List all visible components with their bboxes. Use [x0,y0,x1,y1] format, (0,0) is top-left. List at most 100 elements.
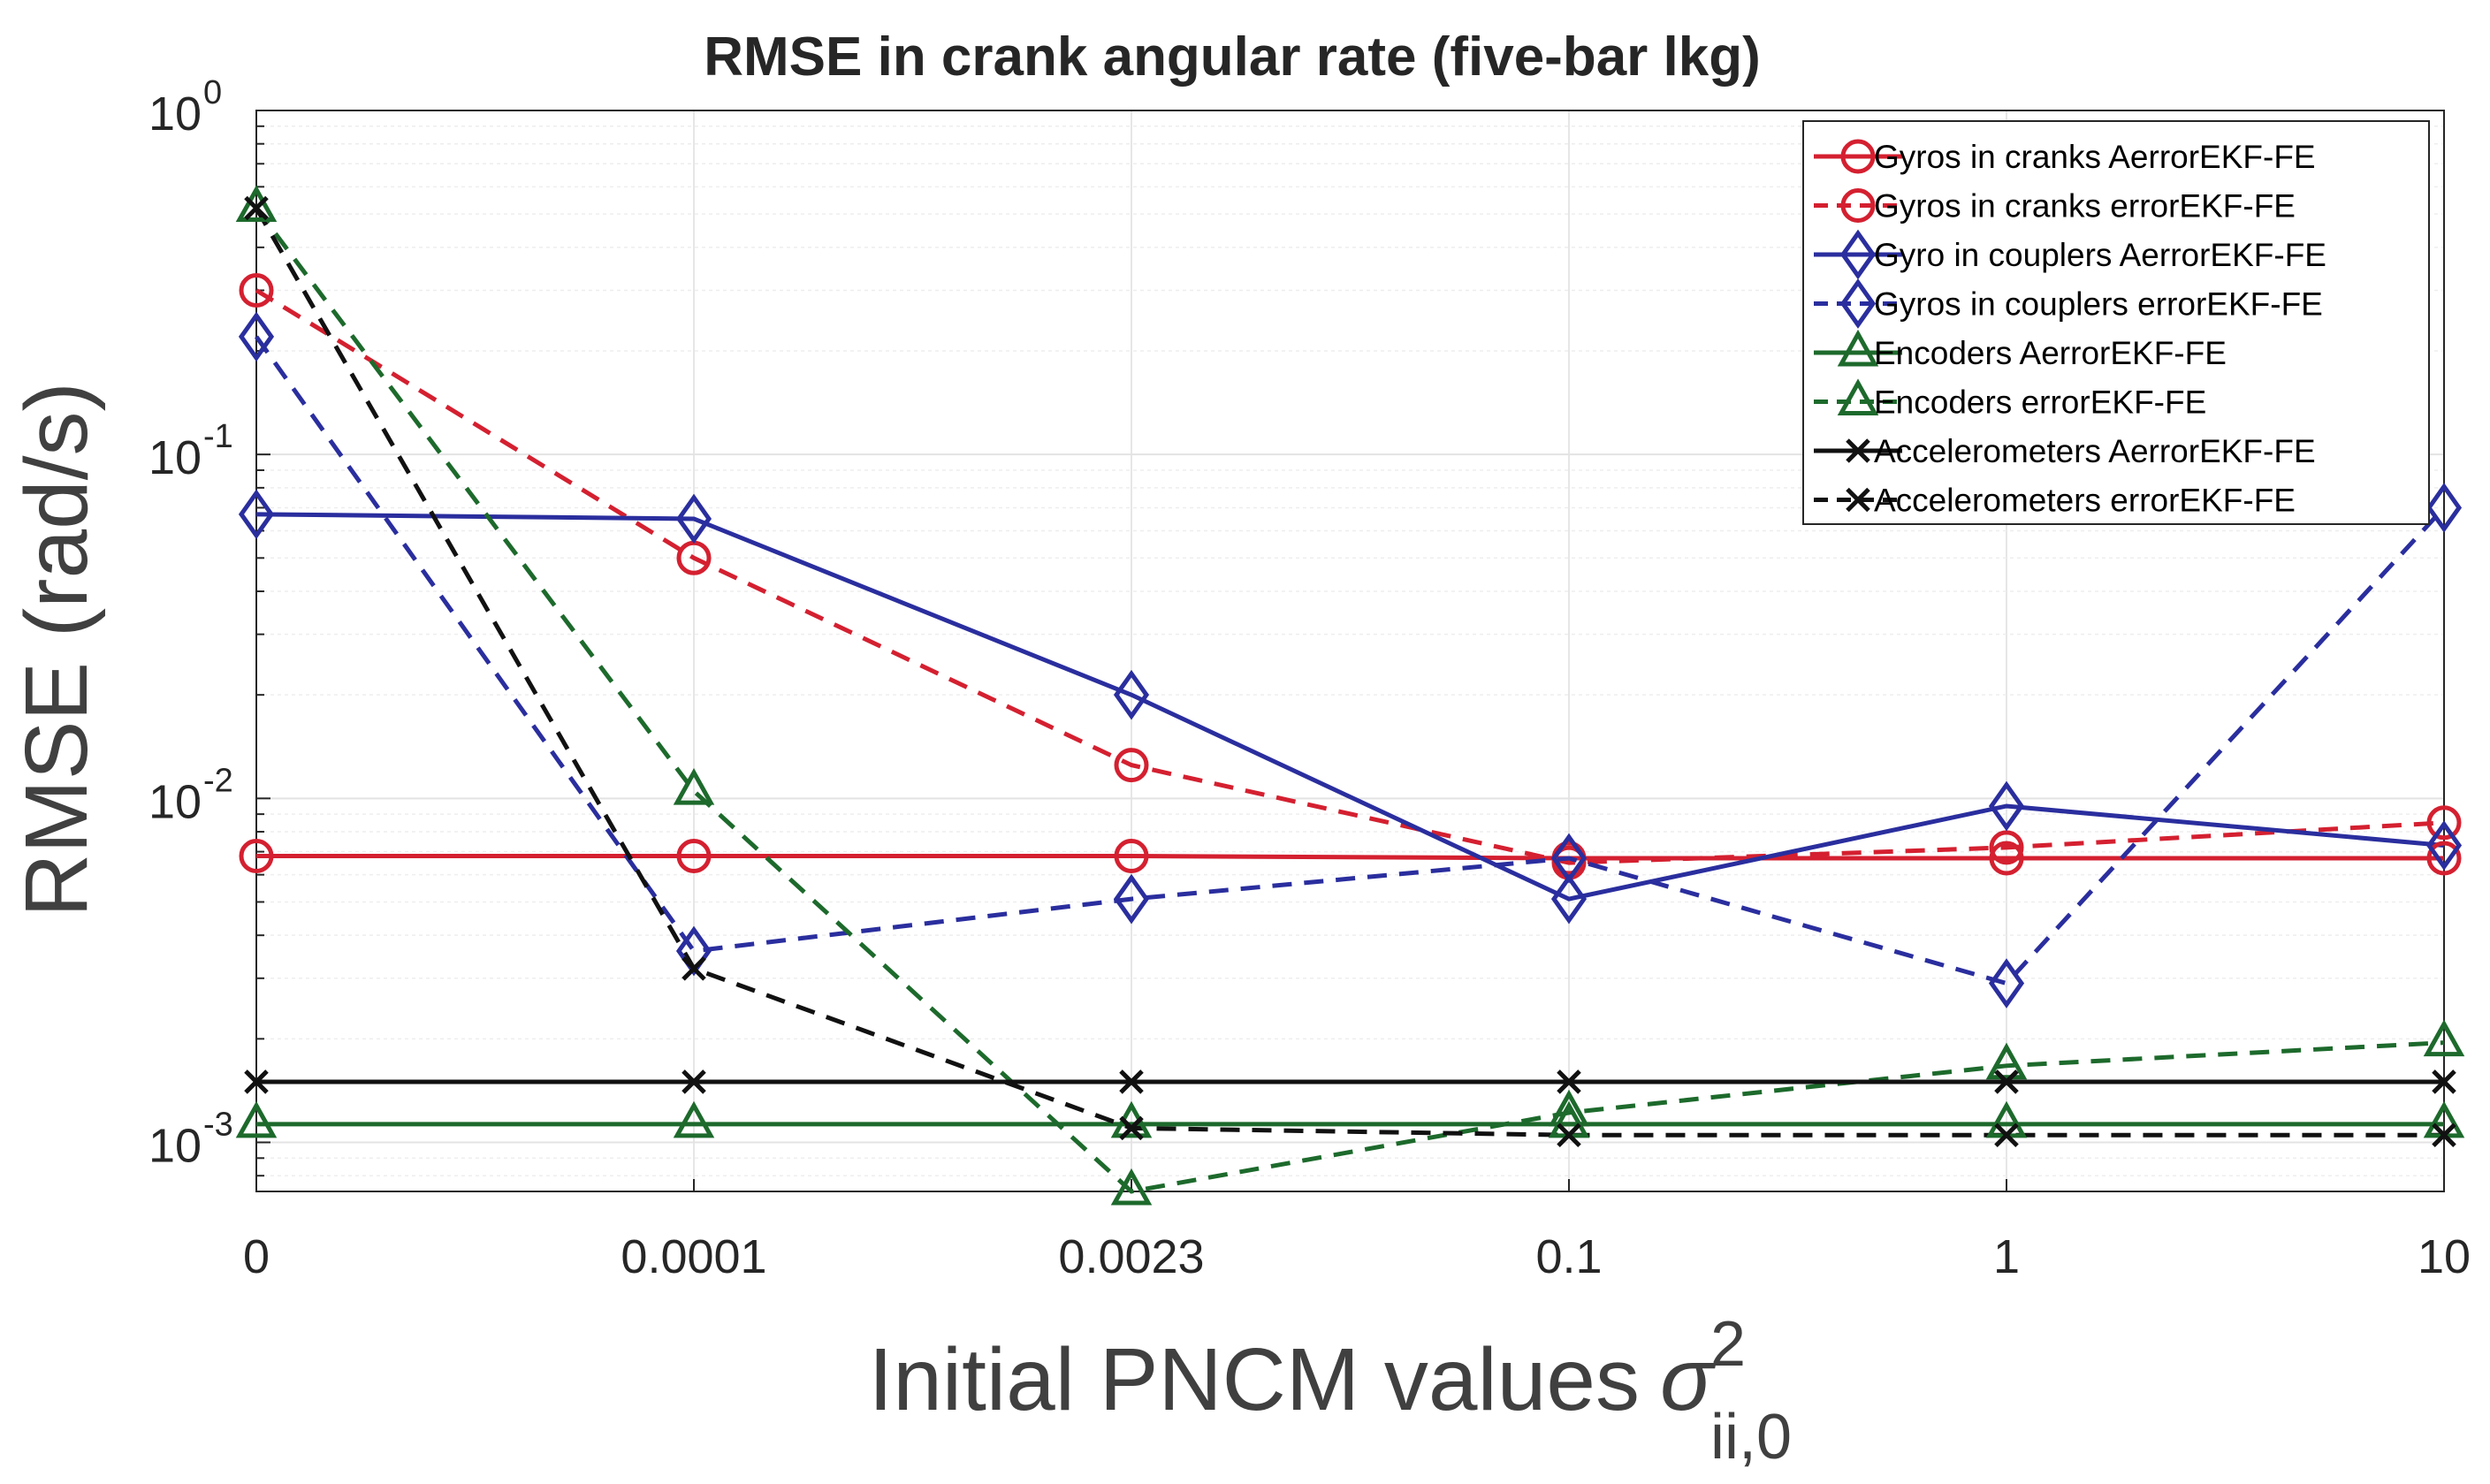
data-point [682,956,706,981]
data-point [235,185,278,223]
x-tick-labels: 0 0.0001 0.0023 0.1 1 10 [243,1230,2471,1283]
legend-label: Gyro in couplers AerrorEKF-FE [1874,237,2326,273]
legend-entry: Encoders AerrorEKF-FE [1814,329,2227,371]
y-tick-base: 10 [148,88,202,141]
data-point [235,1100,278,1138]
x-axis-label-subscript: ii,0 [1710,1402,1792,1473]
y-tick-exponent: -2 [203,762,233,799]
legend-marker [1846,487,1870,513]
y-tick-base: 10 [148,431,202,484]
data-point [238,311,275,362]
legend-marker [1846,438,1870,463]
data-point [676,839,712,874]
series-line-1 [256,854,2444,861]
data-point [1994,1069,2019,1094]
x-tick-label: 1 [1993,1230,2020,1283]
data-point [1557,1069,1581,1094]
legend-entry: Accelerometers errorEKF-FE [1814,483,2296,519]
data-point [1110,1168,1153,1206]
data-point [1113,669,1150,720]
data-point [239,272,274,308]
data-point [2426,841,2462,876]
legend-entry: Gyro in couplers AerrorEKF-FE [1814,229,2326,280]
data-point [1114,839,1149,874]
data-point [1550,833,1588,884]
x-axis-label: Initial PNCM values σ 2 ii,0 [868,1309,1792,1473]
data-point [1550,873,1588,925]
legend-marker [1839,278,1877,329]
data-point [2423,1019,2465,1057]
data-point [244,1069,269,1094]
x-tick-label: 0.0023 [1058,1230,1204,1283]
y-tick-exponent: -1 [203,418,233,455]
data-point [1988,958,2025,1008]
data-point [682,1069,706,1094]
y-tick-label: 10 -2 [148,762,233,828]
data-point [675,925,712,977]
data-point [2425,483,2463,533]
x-tick-label: 0.0001 [621,1230,766,1283]
y-tick-base: 10 [148,775,202,828]
legend-label: Encoders errorEKF-FE [1874,384,2206,421]
y-tick-base: 10 [148,1119,202,1172]
data-point [1119,1115,1144,1141]
legend-label: Accelerometers AerrorEKF-FE [1874,433,2316,469]
legend-entry: Gyros in cranks errorEKF-FE [1814,188,2296,225]
legend-marker [1837,378,1879,415]
data-point [239,839,274,874]
x-tick-label: 0.1 [1535,1230,1602,1283]
data-point [1119,1069,1144,1094]
legend-entry: Accelerometers AerrorEKF-FE [1814,433,2316,469]
data-point [1114,748,1149,783]
series-line-2 [255,288,2445,865]
data-point [673,1100,715,1138]
legend-marker [1840,188,1876,223]
series-markers-2 [239,272,2462,880]
x-tick-label: 0 [243,1230,270,1283]
plot-area [255,110,2445,1192]
y-tick-label: 10 -1 [148,418,233,484]
data-point [2426,805,2462,841]
chart-title: RMSE in crank angular rate (five-bar lkg… [704,27,1761,88]
series-markers-8 [244,195,2456,1147]
legend-label: Gyros in cranks AerrorEKF-FE [1874,139,2316,175]
series-markers [235,185,2465,1206]
y-tick-exponent: -3 [203,1106,233,1143]
data-point [2425,820,2463,871]
data-point [244,195,269,221]
data-point [675,493,712,544]
data-point [1994,1123,2019,1147]
legend-entry: Encoders errorEKF-FE [1814,378,2206,421]
data-point [1988,780,2025,832]
series-markers-7 [244,1069,2456,1094]
data-point [1548,1089,1590,1127]
data-point [1989,830,2024,865]
x-axis-label-text: Initial PNCM values [868,1330,1640,1429]
data-point [1113,873,1150,925]
data-point [2432,1069,2456,1094]
series-line-8 [254,207,2444,1138]
data-point [1989,841,2024,876]
legend-entry: Gyros in couplers errorEKF-FE [1814,278,2323,329]
series-line-4 [254,335,2446,986]
data-point [1557,1123,1581,1147]
series-markers-3 [238,489,2463,925]
data-point [238,489,275,540]
legend-label: Gyros in couplers errorEKF-FE [1874,286,2323,323]
legend-label: Gyros in cranks errorEKF-FE [1874,188,2296,225]
legend-label: Accelerometers errorEKF-FE [1874,483,2296,519]
series-line-3 [255,512,2445,902]
legend-marker [1840,139,1876,174]
x-tick-label: 10 [2418,1230,2471,1283]
y-axis-label: RMSE (rad/s) [7,382,106,917]
legend-items: Gyros in cranks AerrorEKF-FE Gyros in cra… [1814,139,2326,519]
x-axis-label-sigma: σ [1660,1330,1717,1429]
data-point [673,767,715,805]
legend: Gyros in cranks AerrorEKF-FE Gyros in cra… [1802,120,2430,525]
y-tick-label: 10 -3 [148,1106,233,1172]
series-markers-1 [239,839,2462,876]
legend-marker [1837,329,1879,367]
series-markers-6 [235,185,2465,1206]
